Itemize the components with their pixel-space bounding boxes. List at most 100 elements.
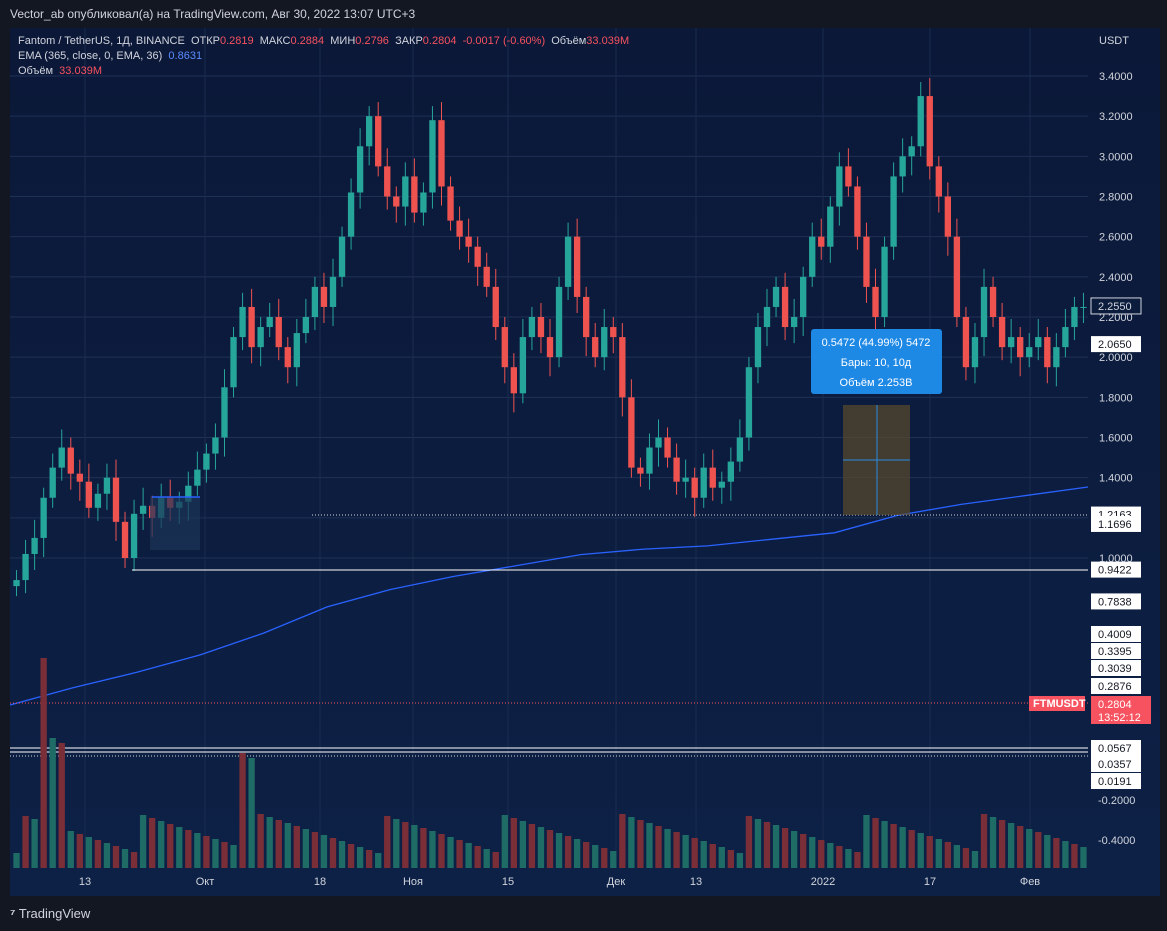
candle-body[interactable] bbox=[772, 286, 780, 307]
candle-body[interactable] bbox=[564, 236, 572, 287]
candle-body[interactable] bbox=[592, 337, 599, 358]
candle-body[interactable] bbox=[194, 469, 201, 486]
candle-body[interactable] bbox=[266, 317, 273, 328]
candle-body[interactable] bbox=[1007, 337, 1015, 348]
candle-body[interactable] bbox=[872, 286, 879, 317]
candle-body[interactable] bbox=[809, 236, 816, 277]
candle-body[interactable] bbox=[221, 387, 228, 438]
candle-body[interactable] bbox=[537, 317, 545, 338]
candle-body[interactable] bbox=[31, 537, 38, 554]
candle-body[interactable] bbox=[465, 236, 472, 247]
candle-body[interactable] bbox=[492, 286, 499, 328]
candle-body[interactable] bbox=[429, 120, 436, 193]
candle-body[interactable] bbox=[935, 166, 942, 197]
candle-body[interactable] bbox=[212, 437, 219, 454]
candle-body[interactable] bbox=[691, 477, 698, 498]
candle-body[interactable] bbox=[628, 397, 635, 468]
candle-body[interactable] bbox=[58, 447, 65, 468]
candle-body[interactable] bbox=[94, 493, 102, 508]
candle-body[interactable] bbox=[293, 333, 300, 368]
candle-body[interactable] bbox=[365, 116, 373, 147]
candle-body[interactable] bbox=[519, 337, 527, 394]
candle-body[interactable] bbox=[845, 166, 852, 187]
candle-body[interactable] bbox=[709, 467, 716, 488]
candle-body[interactable] bbox=[22, 553, 29, 581]
tradingview-logo[interactable]: ⁷ TradingView bbox=[10, 906, 90, 921]
candle-body[interactable] bbox=[718, 481, 725, 488]
candle-body[interactable] bbox=[185, 485, 192, 502]
candle-body[interactable] bbox=[682, 477, 689, 482]
candle-body[interactable] bbox=[763, 306, 771, 328]
candle-body[interactable] bbox=[1017, 337, 1024, 358]
candle-body[interactable] bbox=[393, 196, 400, 207]
candle-body[interactable] bbox=[320, 286, 328, 307]
candle-body[interactable] bbox=[926, 96, 933, 167]
candle-body[interactable] bbox=[890, 176, 897, 247]
candle-body[interactable] bbox=[700, 467, 707, 498]
candle-body[interactable] bbox=[881, 246, 888, 317]
candle-body[interactable] bbox=[76, 473, 83, 482]
candle-body[interactable] bbox=[13, 580, 20, 587]
candle-body[interactable] bbox=[1062, 327, 1069, 348]
candle-body[interactable] bbox=[944, 196, 952, 237]
candle-body[interactable] bbox=[664, 437, 671, 458]
candle-body[interactable] bbox=[257, 327, 264, 348]
candle-body[interactable] bbox=[863, 236, 870, 287]
candle-body[interactable] bbox=[971, 337, 979, 368]
candle-body[interactable] bbox=[573, 236, 581, 297]
legend-volume-label[interactable]: Объём bbox=[18, 65, 54, 77]
candle-body[interactable] bbox=[727, 461, 735, 482]
legend-ema-label[interactable]: EMA (365, close, 0, EMA, 36) bbox=[18, 50, 163, 62]
candle-body[interactable] bbox=[1026, 347, 1033, 358]
candle-body[interactable] bbox=[555, 286, 563, 358]
candle-body[interactable] bbox=[1071, 306, 1078, 328]
candle-body[interactable] bbox=[827, 206, 834, 247]
candle-body[interactable] bbox=[239, 306, 246, 338]
candle-body[interactable] bbox=[67, 447, 74, 474]
candle-body[interactable] bbox=[501, 327, 508, 368]
candle-body[interactable] bbox=[998, 317, 1006, 348]
candle-body[interactable] bbox=[962, 317, 970, 368]
candle-body[interactable] bbox=[655, 437, 662, 448]
candle-body[interactable] bbox=[1080, 306, 1087, 308]
candle-body[interactable] bbox=[899, 156, 906, 177]
candle-body[interactable] bbox=[528, 317, 536, 338]
candle-body[interactable] bbox=[483, 266, 490, 287]
candle-body[interactable] bbox=[438, 120, 445, 187]
candle-body[interactable] bbox=[673, 457, 680, 482]
candle-body[interactable] bbox=[456, 220, 463, 237]
candle-body[interactable] bbox=[1053, 347, 1060, 368]
candle-body[interactable] bbox=[338, 236, 346, 277]
candle-body[interactable] bbox=[546, 337, 554, 358]
candle-body[interactable] bbox=[40, 497, 47, 538]
candle-body[interactable] bbox=[646, 447, 653, 474]
candle-body[interactable] bbox=[637, 467, 644, 474]
chart-panel[interactable] bbox=[10, 28, 1160, 896]
candle-body[interactable] bbox=[284, 347, 291, 368]
candle-body[interactable] bbox=[989, 286, 997, 317]
candle-body[interactable] bbox=[980, 286, 988, 338]
candle-body[interactable] bbox=[420, 192, 427, 213]
candle-body[interactable] bbox=[85, 481, 93, 508]
candle-body[interactable] bbox=[474, 246, 481, 267]
candle-body[interactable] bbox=[311, 286, 319, 317]
candle-body[interactable] bbox=[302, 317, 310, 334]
candle-body[interactable] bbox=[248, 306, 255, 348]
candle-body[interactable] bbox=[375, 116, 382, 167]
candle-body[interactable] bbox=[384, 166, 391, 197]
candle-body[interactable] bbox=[329, 276, 337, 307]
candle-body[interactable] bbox=[49, 467, 56, 498]
candle-body[interactable] bbox=[917, 96, 924, 147]
candle-body[interactable] bbox=[121, 521, 129, 558]
candle-body[interactable] bbox=[854, 186, 861, 237]
candle-body[interactable] bbox=[510, 367, 517, 394]
candle-body[interactable] bbox=[619, 337, 626, 398]
candle-body[interactable] bbox=[736, 437, 744, 462]
candle-body[interactable] bbox=[953, 236, 961, 317]
candle-body[interactable] bbox=[818, 236, 825, 247]
candle-body[interactable] bbox=[1044, 337, 1051, 368]
candle-body[interactable] bbox=[103, 477, 111, 494]
candle-body[interactable] bbox=[130, 513, 138, 558]
candle-body[interactable] bbox=[356, 146, 364, 193]
